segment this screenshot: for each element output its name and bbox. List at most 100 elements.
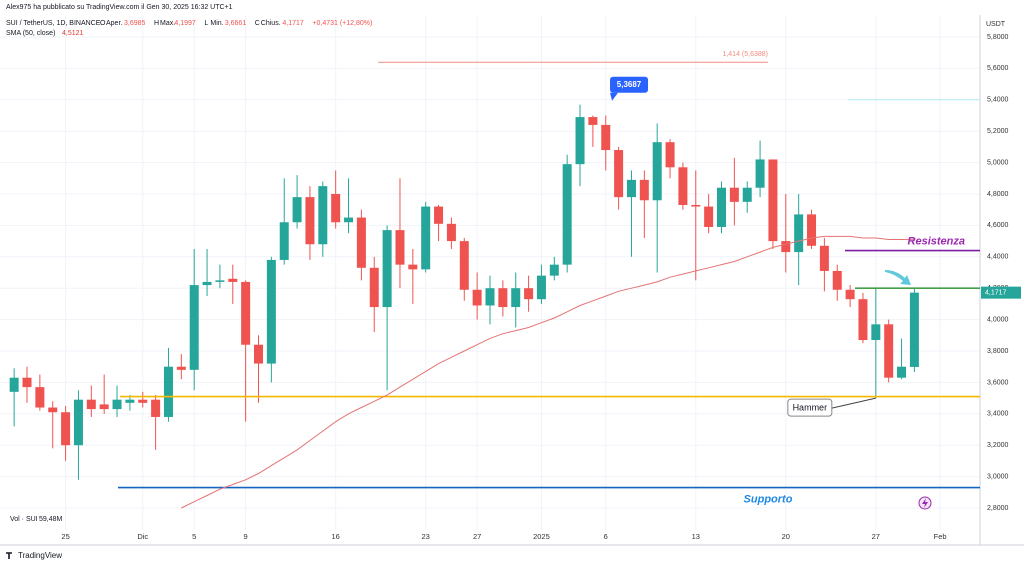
x-tick-label: Feb xyxy=(934,532,947,541)
legend-value: 4,1997 xyxy=(174,20,196,27)
y-tick-label: 2,8000 xyxy=(987,505,1009,512)
candle-body xyxy=(716,187,726,227)
legend-label: Max. xyxy=(160,20,175,27)
logo xyxy=(6,552,12,559)
x-tick-label: 2025 xyxy=(533,532,550,541)
resistance-label: Resistenza xyxy=(908,235,965,247)
candle-body xyxy=(35,387,45,408)
x-tick-label: 27 xyxy=(473,532,481,541)
x-tick-label: 5 xyxy=(192,532,196,541)
candle-body xyxy=(511,288,521,308)
candle-body xyxy=(48,407,58,413)
footer: TradingView xyxy=(18,551,62,560)
candle-body xyxy=(215,280,225,282)
x-tick-label: 25 xyxy=(61,532,69,541)
candle-body xyxy=(292,197,302,223)
candle-body xyxy=(807,214,817,246)
candle-body xyxy=(562,164,572,265)
legend-label: Min. xyxy=(210,20,223,27)
candle-body xyxy=(421,206,431,270)
candle-body xyxy=(151,399,161,417)
y-tick-label: 3,0000 xyxy=(987,473,1009,480)
candle-body xyxy=(318,186,328,245)
candle-body xyxy=(9,377,19,392)
leader xyxy=(831,397,876,409)
candle-body xyxy=(845,289,855,300)
candle-body xyxy=(22,377,32,388)
candle-body xyxy=(446,223,456,242)
candle-body xyxy=(601,124,611,151)
candle-body xyxy=(909,292,919,367)
candle-body xyxy=(472,289,482,306)
candle-body xyxy=(729,187,739,202)
candle-body xyxy=(858,299,868,341)
legend-value: 4,1717 xyxy=(282,20,304,27)
candle-body xyxy=(781,241,791,253)
y-tick-label: 3,8000 xyxy=(987,348,1009,355)
candle-body xyxy=(832,270,842,290)
candle-body xyxy=(279,222,289,260)
sma-value: 4,5121 xyxy=(62,30,84,37)
candle-body xyxy=(408,264,418,270)
publisher: Alex975 ha pubblicato su TradingView.com… xyxy=(6,4,233,11)
candle-body xyxy=(897,366,907,378)
candle-body xyxy=(549,264,559,276)
x-tick-label: 20 xyxy=(782,532,790,541)
legend-label: Aper. xyxy=(106,20,122,27)
candle-body xyxy=(704,206,714,227)
candle-body xyxy=(742,187,752,202)
legend-label: Chius. xyxy=(261,20,281,27)
y-tick-label: 5,0000 xyxy=(987,159,1009,166)
candle-body xyxy=(112,399,122,410)
candle-body xyxy=(61,412,71,446)
candle-body xyxy=(369,267,379,308)
legend-change: +0,4731 (+12,80%) xyxy=(312,20,372,27)
level-label: 1,414 (5,6388) xyxy=(722,51,768,58)
y-tick-label: 5,8000 xyxy=(987,34,1009,41)
y-tick-label: 4,6000 xyxy=(987,222,1009,229)
legend-key: C xyxy=(255,20,260,27)
y-tick-label: 5,4000 xyxy=(987,97,1009,104)
volume-value: 59,48M xyxy=(39,516,63,523)
candle-body xyxy=(99,404,109,410)
candle-body xyxy=(639,179,649,201)
legend-items: O Aper. 3,6985 H Max. 4,1997 L Min. 3,6661 C Chius… xyxy=(100,20,372,27)
x-tick-label: 6 xyxy=(604,532,608,541)
candle-body xyxy=(485,288,495,306)
candle-body xyxy=(691,204,701,207)
high-box xyxy=(610,76,649,93)
candle-body xyxy=(536,275,546,300)
symbol: SUI / TetherUS, 1D, BINANCE xyxy=(6,20,101,27)
candle-body xyxy=(344,217,354,223)
x-tick-label: 16 xyxy=(331,532,339,541)
y-tick-label: 3,6000 xyxy=(987,379,1009,386)
candle-body xyxy=(395,230,405,265)
high-label: 5,3687 xyxy=(617,80,642,89)
candle-body xyxy=(819,245,829,271)
x-tick-label: 9 xyxy=(244,532,248,541)
candle-body xyxy=(665,142,675,168)
price-box xyxy=(981,286,1021,299)
legend-key: O xyxy=(100,20,106,27)
y-tick-label: 3,4000 xyxy=(987,411,1009,418)
legend-key: L xyxy=(204,20,208,27)
candle-body xyxy=(176,366,186,370)
sma-line xyxy=(181,235,915,509)
y-tick-label: 4,4000 xyxy=(987,254,1009,261)
volume-label: Vol · SUI xyxy=(10,516,38,523)
y-tick-label: 5,2000 xyxy=(987,128,1009,135)
candle-body xyxy=(575,117,585,165)
sma-legend: SMA (50, close) xyxy=(6,30,55,37)
y-tick-label: 4,8000 xyxy=(987,191,1009,198)
candle-body xyxy=(884,324,894,378)
legend-key: H xyxy=(154,20,159,27)
x-tick-label: 27 xyxy=(872,532,880,541)
y-tick-label: 5,6000 xyxy=(987,65,1009,72)
candle-body xyxy=(189,285,199,370)
legend-value: 3,6985 xyxy=(124,20,146,27)
hammer-box xyxy=(787,398,833,417)
arrow xyxy=(885,270,911,285)
support-label: Supporto xyxy=(744,494,793,506)
candle-body xyxy=(382,230,392,308)
